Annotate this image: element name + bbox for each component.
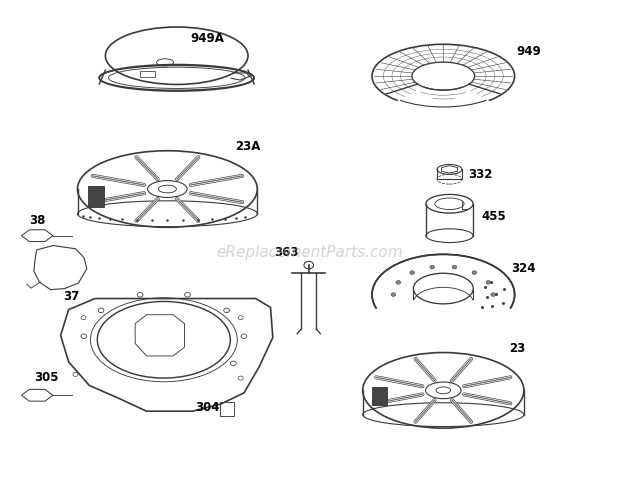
Text: 363: 363 [275, 246, 299, 259]
Text: eReplacementParts.com: eReplacementParts.com [216, 246, 404, 260]
Circle shape [137, 293, 143, 297]
Circle shape [396, 280, 401, 284]
Circle shape [231, 361, 236, 366]
Circle shape [452, 265, 457, 269]
Circle shape [81, 316, 86, 320]
Text: 38: 38 [29, 215, 46, 227]
Text: 304: 304 [195, 401, 219, 414]
Text: 455: 455 [481, 210, 506, 222]
Text: 37: 37 [63, 290, 79, 303]
Circle shape [486, 280, 490, 284]
Text: 324: 324 [511, 262, 536, 275]
Text: 949A: 949A [191, 31, 224, 45]
Circle shape [410, 271, 414, 274]
Text: 332: 332 [468, 168, 492, 181]
Circle shape [430, 265, 435, 269]
Text: 305: 305 [34, 371, 58, 384]
Circle shape [238, 316, 243, 320]
Text: 23A: 23A [235, 140, 260, 153]
Circle shape [472, 271, 477, 274]
Text: 23: 23 [510, 342, 526, 355]
Circle shape [391, 293, 396, 297]
FancyBboxPatch shape [373, 386, 387, 406]
Circle shape [224, 308, 229, 313]
Circle shape [185, 293, 190, 297]
Circle shape [98, 308, 104, 313]
Wedge shape [387, 90, 500, 131]
Text: 949: 949 [516, 45, 541, 58]
Circle shape [241, 334, 247, 338]
Wedge shape [376, 300, 511, 350]
FancyBboxPatch shape [88, 186, 105, 207]
Circle shape [238, 376, 243, 380]
Circle shape [81, 334, 87, 338]
Circle shape [73, 372, 78, 377]
Circle shape [491, 293, 495, 297]
